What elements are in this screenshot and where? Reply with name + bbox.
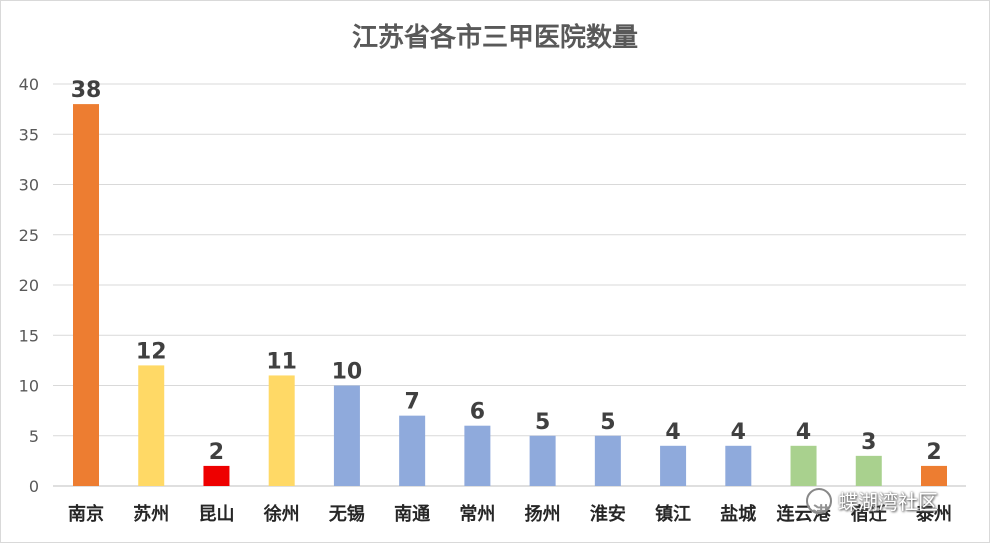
x-category-label: 扬州 [525, 503, 561, 525]
bar-value-label: 6 [470, 400, 485, 425]
bar [138, 365, 165, 486]
y-tick-label: 35 [19, 125, 39, 144]
y-tick-label: 0 [29, 477, 39, 496]
bar [660, 445, 687, 486]
bar-value-label: 4 [796, 420, 811, 445]
bars [73, 104, 947, 486]
gridlines [53, 83, 966, 487]
bar-value-label: 5 [600, 410, 615, 435]
bar [790, 445, 817, 486]
y-tick-label: 10 [19, 377, 39, 396]
bar [921, 465, 947, 486]
bar-value-label: 3 [861, 430, 876, 455]
bar [203, 465, 230, 486]
y-tick-label: 15 [19, 326, 39, 345]
bar [333, 385, 360, 486]
chart-title: 江苏省各市三甲医院数量 [352, 22, 638, 53]
bar-value-label: 2 [209, 440, 224, 465]
bar-value-label: 2 [926, 440, 941, 465]
x-category-label: 徐州 [263, 503, 300, 525]
bar-value-label: 7 [404, 390, 419, 415]
y-tick-label: 20 [19, 276, 39, 295]
bar [464, 425, 491, 486]
bar-value-label: 4 [731, 420, 746, 445]
x-category-label: 昆山 [198, 504, 234, 525]
bar-value-label: 11 [266, 349, 297, 374]
bar [725, 445, 752, 486]
x-category-label: 盐城 [720, 503, 756, 525]
x-category-label: 无锡 [329, 503, 365, 525]
y-tick-label: 30 [19, 176, 39, 195]
bar [529, 435, 556, 486]
y-tick-label: 5 [29, 427, 39, 446]
y-axis-ticks: 0 5 10 15 20 25 30 35 40 [19, 75, 39, 496]
bar-value-label: 10 [332, 360, 363, 385]
bar [73, 104, 99, 486]
y-tick-label: 25 [19, 226, 39, 245]
bar-value-label: 4 [665, 420, 680, 445]
y-tick-label: 40 [19, 75, 39, 94]
x-category-label: 南通 [394, 503, 430, 525]
x-category-label: 常州 [459, 503, 495, 525]
bar-value-label: 12 [136, 339, 167, 364]
x-category-label: 泰州 [915, 503, 952, 525]
bar [268, 375, 295, 486]
bar [594, 435, 621, 486]
bar [855, 455, 882, 486]
x-category-label: 淮安 [590, 503, 626, 525]
x-category-label: 连云港 [777, 503, 832, 525]
x-category-label: 镇江 [655, 503, 691, 525]
x-axis-labels: 南京 苏州 昆山 徐州 无锡 南通 常州 扬州 淮安 镇江 盐城 连云港 宿迁 泰州 [68, 503, 952, 525]
x-category-label: 南京 [68, 503, 104, 525]
bar-value-label: 38 [71, 78, 102, 103]
x-category-label: 苏州 [133, 503, 169, 525]
bar [399, 415, 426, 486]
x-category-label: 宿迁 [851, 503, 887, 525]
bar-value-label: 5 [535, 410, 550, 435]
data-labels: 38 12 2 11 10 7 6 5 5 4 4 4 3 2 [71, 78, 942, 465]
